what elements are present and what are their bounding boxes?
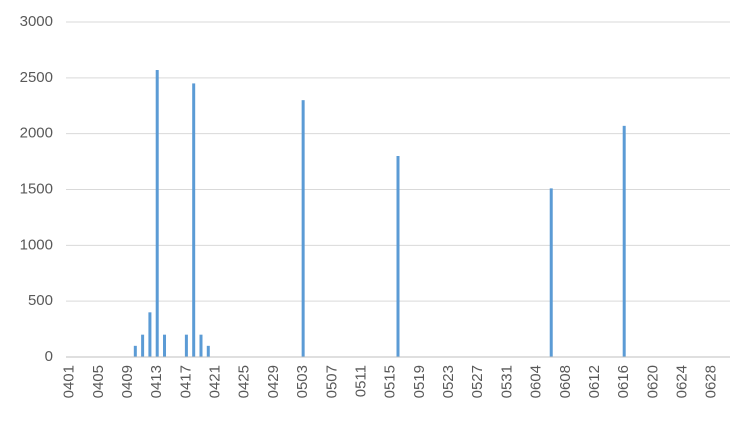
y-tick-label: 0 xyxy=(45,348,53,365)
x-tick-label: 0604 xyxy=(528,365,545,398)
bar xyxy=(192,83,196,358)
x-tick-label: 0507 xyxy=(323,365,340,398)
x-tick-label: 0401 xyxy=(61,365,78,398)
x-tick-label: 0628 xyxy=(703,365,720,398)
x-tick-label: 0413 xyxy=(148,365,165,398)
bar xyxy=(622,125,626,357)
bar xyxy=(206,345,210,357)
y-tick-label: 2500 xyxy=(20,69,53,86)
bar xyxy=(184,334,188,357)
x-tick-label: 0531 xyxy=(498,365,515,398)
y-tick-label: 1000 xyxy=(20,236,53,253)
y-tick-label: 1500 xyxy=(20,180,53,197)
x-tick-label: 0523 xyxy=(440,365,457,398)
bar xyxy=(148,312,152,357)
bar xyxy=(549,188,553,357)
x-tick-label: 0515 xyxy=(382,365,399,398)
x-tick-label: 0421 xyxy=(207,365,224,398)
x-tick-label: 0409 xyxy=(119,365,136,398)
bar xyxy=(301,100,305,358)
bar xyxy=(163,334,167,357)
x-tick-label: 0620 xyxy=(644,365,661,398)
x-tick-label: 0417 xyxy=(177,365,194,398)
x-tick-label: 0616 xyxy=(615,365,632,398)
x-tick-label: 0612 xyxy=(586,365,603,398)
x-tick-label: 0425 xyxy=(236,365,253,398)
bar xyxy=(396,156,400,357)
bar xyxy=(199,334,203,357)
bar xyxy=(133,345,137,357)
y-tick-label: 3000 xyxy=(20,13,53,30)
x-tick-label: 0511 xyxy=(352,365,369,397)
x-tick-label: 0624 xyxy=(674,365,691,398)
x-tick-label: 0527 xyxy=(469,365,486,398)
y-tick-label: 2000 xyxy=(20,125,53,142)
x-tick-label: 0503 xyxy=(294,365,311,398)
x-tick-label: 0429 xyxy=(265,365,282,398)
x-tick-label: 0608 xyxy=(557,365,574,398)
bar xyxy=(141,334,145,357)
x-tick-label: 0405 xyxy=(90,365,107,398)
y-tick-label: 500 xyxy=(28,292,53,309)
x-tick-label: 0519 xyxy=(411,365,428,398)
bar xyxy=(155,70,159,358)
